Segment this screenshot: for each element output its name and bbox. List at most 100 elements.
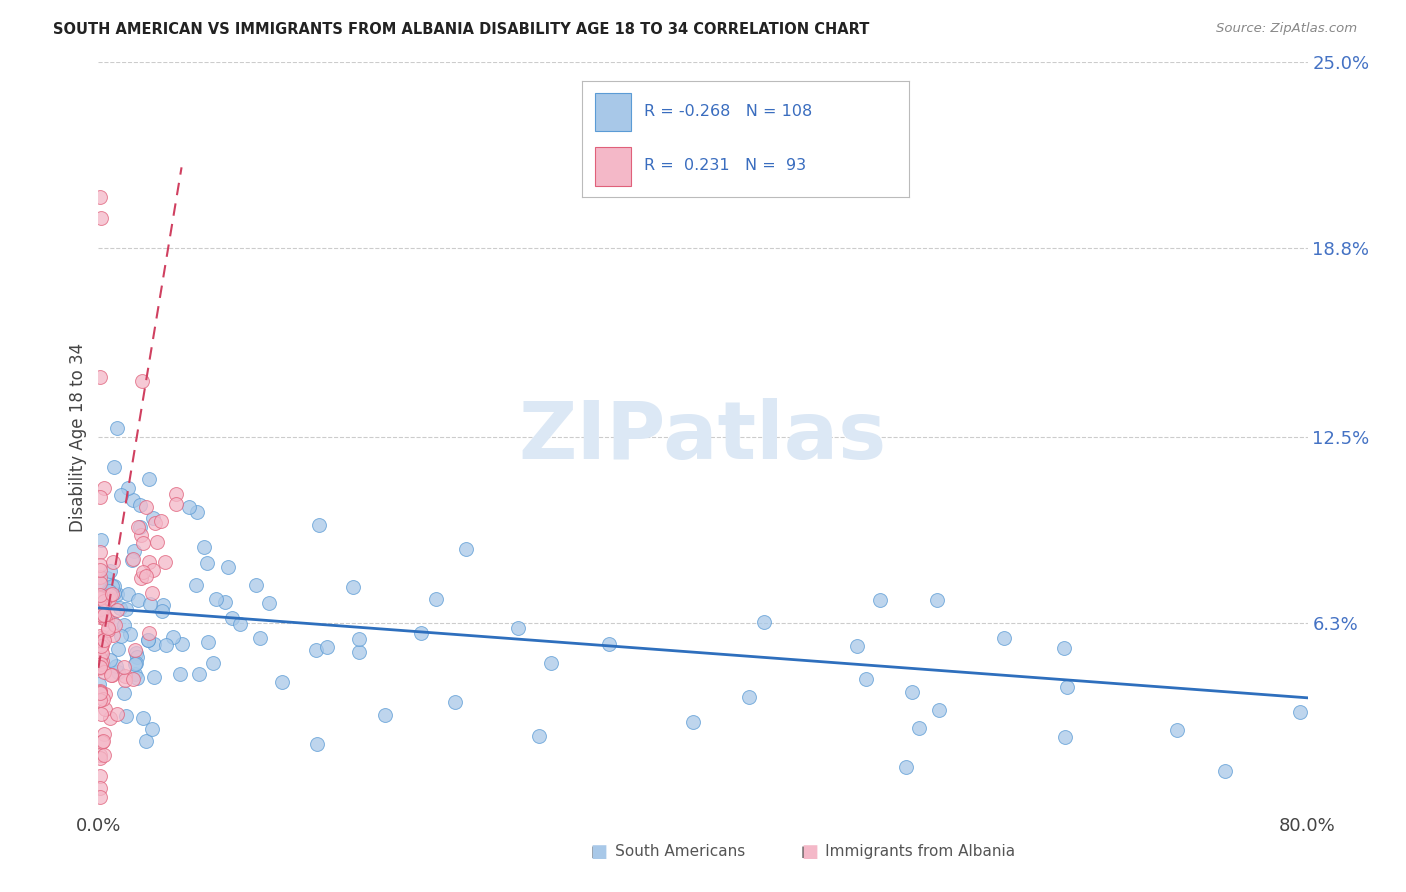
Point	[1166, 723, 1188, 738]
Point	[1053, 641, 1076, 656]
Point	[103, 579, 125, 593]
Point	[105, 603, 128, 617]
Point	[257, 596, 280, 610]
Point	[122, 551, 145, 566]
Point	[101, 555, 124, 569]
Point	[89, 747, 111, 762]
Point	[107, 665, 129, 679]
Text: ■: ■	[591, 843, 607, 861]
Point	[96, 571, 118, 585]
Point	[89, 660, 111, 674]
Point	[89, 780, 111, 795]
Point	[91, 646, 114, 660]
Point	[506, 621, 529, 635]
Point	[150, 604, 173, 618]
Point	[94, 702, 117, 716]
Point	[89, 602, 111, 616]
Point	[124, 642, 146, 657]
Point	[91, 735, 114, 749]
Point	[93, 632, 115, 647]
Point	[89, 609, 111, 624]
Point	[90, 655, 112, 669]
Point	[738, 690, 761, 705]
Point	[347, 632, 370, 647]
Point	[105, 421, 128, 435]
Point	[98, 584, 121, 599]
Point	[124, 657, 146, 671]
Text: ■: ■	[801, 843, 818, 861]
Point	[540, 656, 562, 670]
Point	[425, 592, 447, 607]
Point	[308, 518, 330, 533]
Point	[90, 577, 112, 591]
Point	[114, 673, 136, 687]
Point	[925, 592, 948, 607]
Point	[128, 520, 150, 534]
Point	[93, 665, 115, 679]
Point	[97, 621, 120, 635]
Point	[138, 633, 160, 648]
Text: ■  Immigrants from Albania: ■ Immigrants from Albania	[801, 845, 1015, 859]
Point	[184, 578, 207, 592]
Point	[908, 721, 931, 735]
Point	[135, 568, 157, 582]
Point	[305, 642, 328, 657]
Point	[141, 586, 163, 600]
Point	[172, 637, 194, 651]
Point	[101, 587, 124, 601]
Point	[443, 695, 465, 709]
Text: ■  South Americans: ■ South Americans	[591, 845, 745, 859]
Point	[316, 640, 339, 655]
Point	[93, 631, 115, 645]
Point	[165, 486, 187, 500]
Point	[105, 707, 128, 722]
Text: ZIPatlas: ZIPatlas	[519, 398, 887, 476]
Point	[89, 190, 111, 204]
Point	[117, 481, 139, 495]
Point	[112, 660, 135, 674]
Point	[89, 576, 111, 591]
Point	[89, 686, 111, 700]
Point	[90, 602, 112, 616]
Point	[188, 667, 211, 681]
Point	[155, 638, 177, 652]
Point	[103, 460, 125, 475]
Point	[89, 563, 111, 577]
Point	[89, 545, 111, 559]
Point	[89, 769, 111, 783]
Point	[90, 633, 112, 648]
Point	[993, 631, 1015, 645]
Point	[89, 590, 111, 604]
Point	[409, 625, 432, 640]
Point	[122, 673, 145, 687]
Point	[89, 570, 111, 584]
Point	[138, 597, 160, 611]
Point	[193, 540, 215, 554]
Point	[90, 639, 112, 653]
Point	[98, 564, 121, 578]
Point	[121, 552, 143, 566]
Point	[125, 646, 148, 660]
Point	[143, 516, 166, 531]
Point	[682, 715, 704, 730]
Point	[342, 580, 364, 594]
Point	[896, 760, 918, 774]
Point	[107, 641, 129, 656]
Point	[249, 631, 271, 645]
Point	[131, 571, 153, 585]
Point	[127, 650, 149, 665]
Point	[89, 677, 111, 691]
Point	[152, 598, 174, 612]
Point	[122, 492, 145, 507]
Point	[155, 555, 177, 569]
Point	[105, 587, 128, 601]
Point	[179, 500, 201, 514]
Point	[142, 511, 165, 525]
Point	[90, 211, 112, 226]
Point	[90, 644, 112, 658]
Point	[93, 594, 115, 608]
Point	[454, 541, 477, 556]
Point	[131, 375, 153, 389]
Point	[197, 635, 219, 649]
Point	[98, 588, 121, 602]
